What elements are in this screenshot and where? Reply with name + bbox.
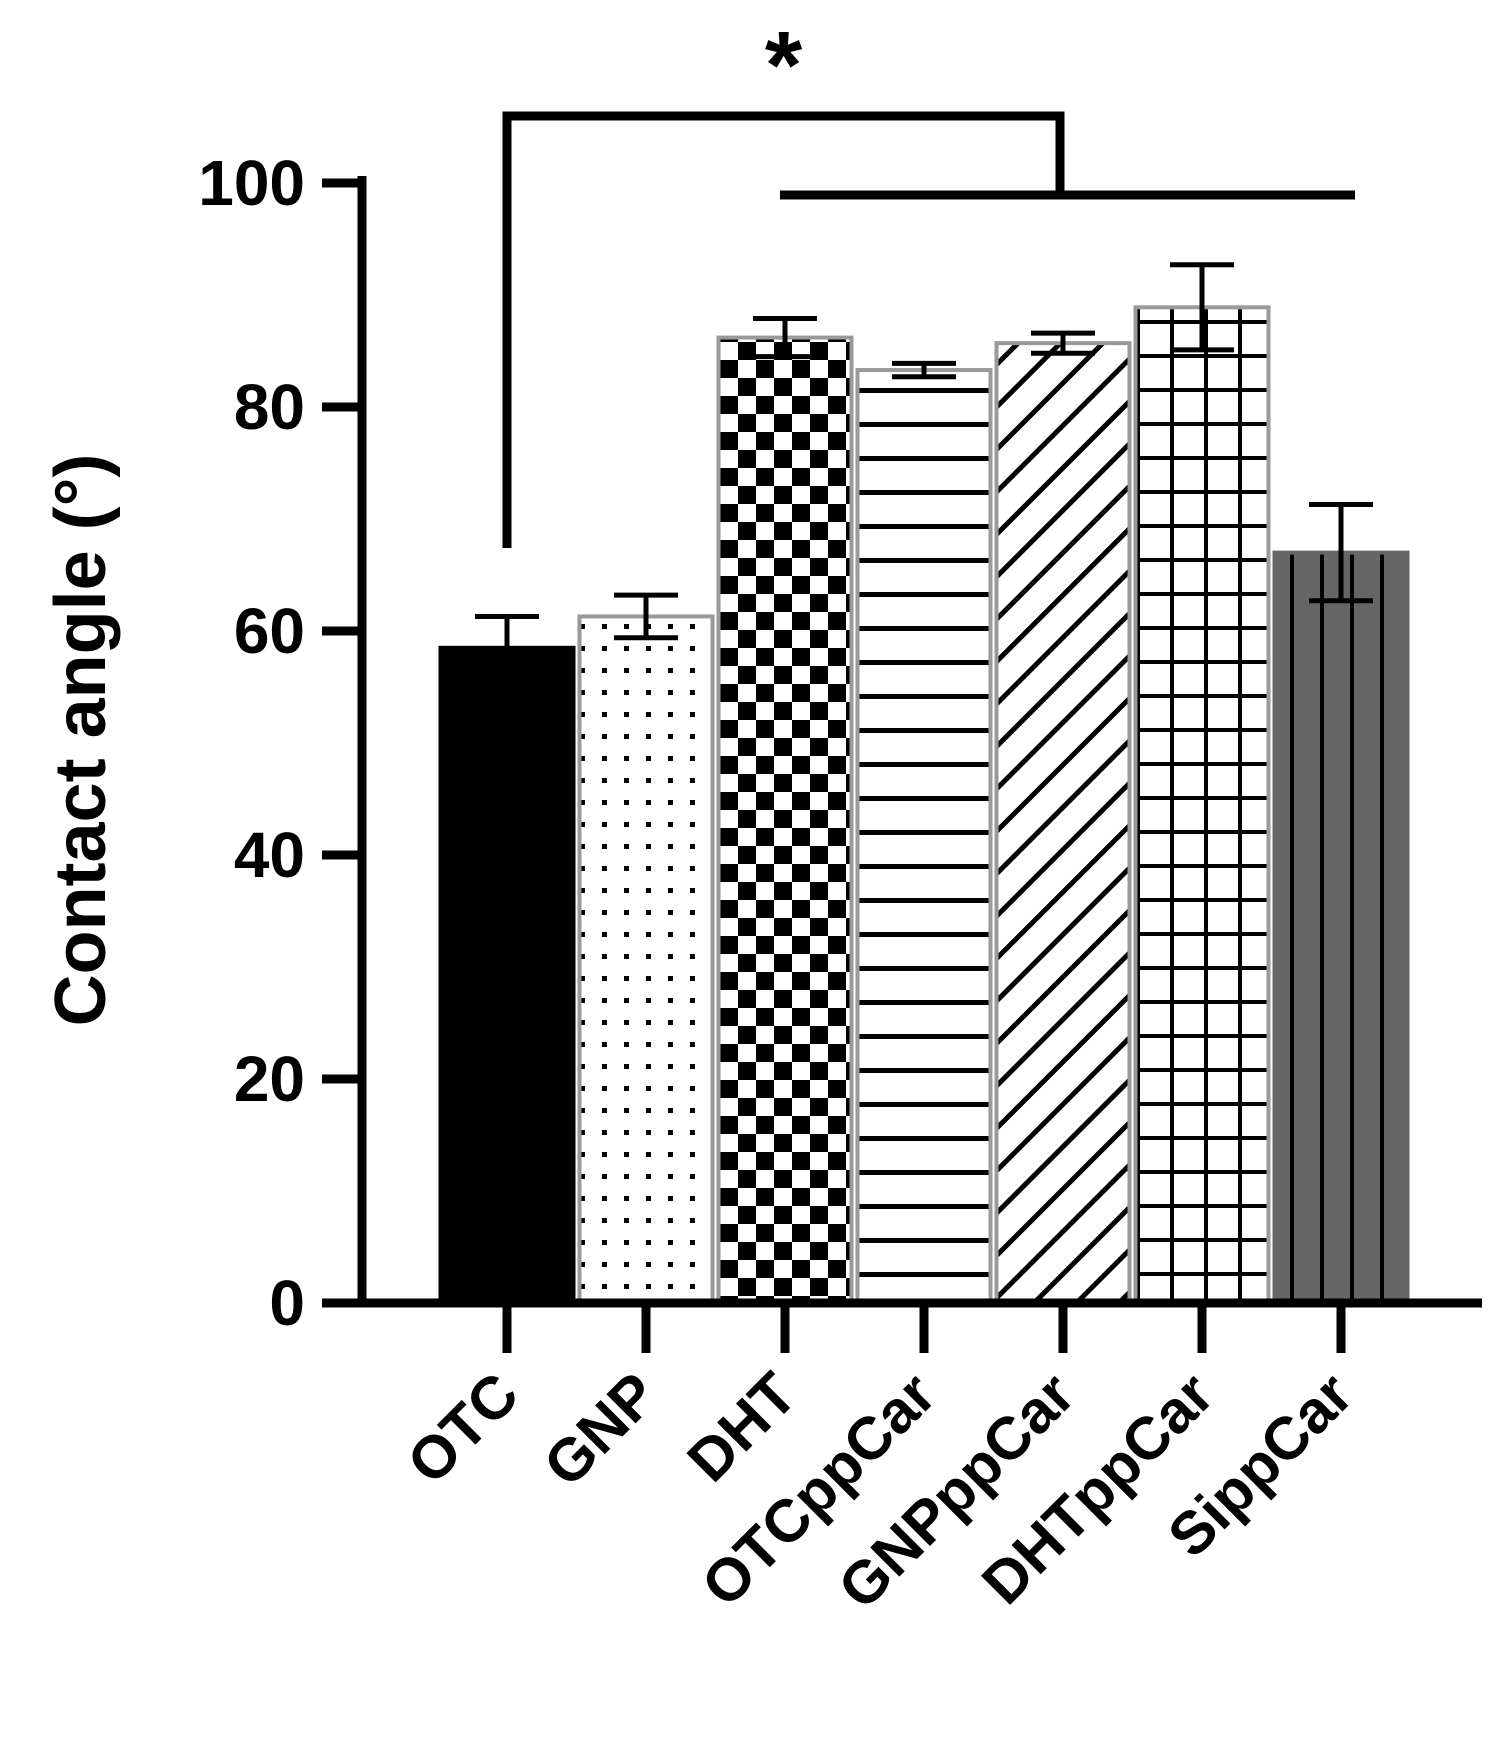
x-tick-label-gnp: GNP [531,1360,670,1499]
y-ticks-layer: 0 20 40 60 80 100 [198,147,362,1339]
bars-layer [438,305,1410,1306]
error-bar-otcppcar [892,360,956,380]
error-bars-layer [475,262,1373,682]
error-bar-gnpppcar [1031,330,1095,356]
error-bar-sippcar [1309,501,1373,604]
bar-gnp [577,614,715,1305]
y-tick-label: 60 [234,595,305,667]
axes-layer [322,176,1482,1308]
y-tick-label: 80 [234,371,305,443]
error-bar-gnp [614,592,678,641]
y-tick-label: 0 [269,1267,305,1339]
bar-gnpppcar [994,341,1132,1306]
bar-dht [716,335,854,1305]
significance-asterisk: * [765,12,803,119]
x-tick-label-otc: OTC [394,1360,531,1497]
y-tick-label: 100 [198,147,305,219]
bar-dhtppcar [1133,305,1271,1305]
y-axis-title: Contact angle (°) [41,454,121,1027]
bar-sippcar [1272,550,1410,1305]
error-bar-dhtppcar [1170,262,1234,353]
y-tick-label: 20 [234,1043,305,1115]
bar-otc [438,645,576,1305]
significance-bracket: * [502,12,1355,548]
error-bar-dht [753,316,817,360]
significance-bracket-line [502,111,1065,548]
y-tick-label: 40 [234,819,305,891]
bar-otcppcar [855,368,993,1306]
error-bar-otc [475,613,539,682]
